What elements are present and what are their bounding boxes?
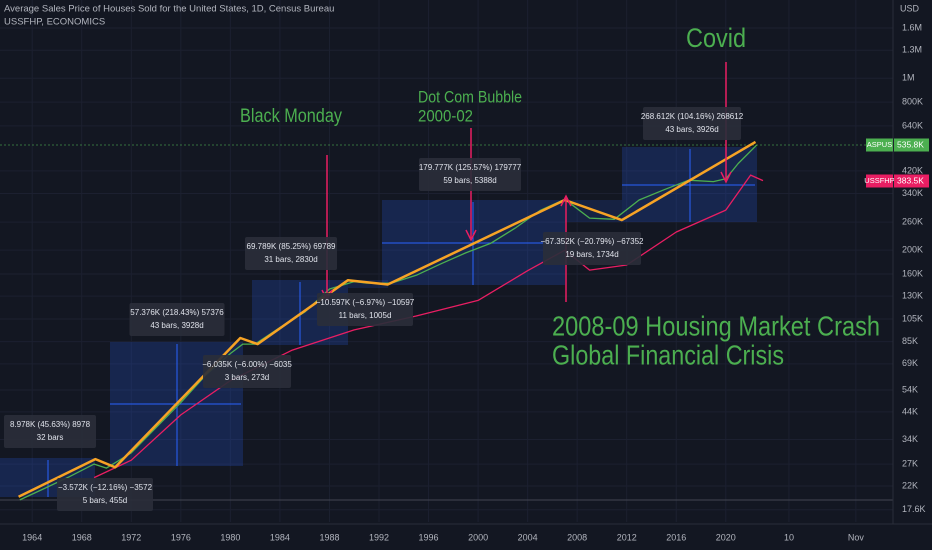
series-name-box [866,174,893,188]
measure-label-box [203,355,291,388]
measure-label-box [419,158,521,191]
x-tick-label: 2000 [468,532,488,542]
measure-label: −6.035K (−6.00%) −6035 [202,360,292,369]
y-axis-area [893,0,932,550]
x-tick-label: 1976 [171,532,191,542]
series-name: ASPUS [867,140,892,149]
measure-label-box [4,415,96,448]
measure-label: 32 bars [37,433,64,442]
series-line [93,174,764,479]
y-tick-label: 105K [902,313,923,323]
x-tick-label: 1996 [419,532,439,542]
y-tick-label: 34K [902,434,918,444]
y-tick-label: 130K [902,291,923,301]
annotation: 2008-09 Housing Market Crash [552,310,880,341]
measure-label-box [643,107,741,140]
y-tick-label: 1M [902,73,915,83]
annotation: Dot Com Bubble [418,87,522,106]
x-tick-label: 1992 [369,532,389,542]
measure-label: 43 bars, 3928d [150,321,203,330]
chart-title: Average Sales Price of Houses Sold for t… [4,4,334,15]
y-tick-label: 69K [902,358,918,368]
axes: 17.6K 22K 27K 34K 44K 54K 69K 85K 105K 130K 160K 20… [22,22,929,542]
measure-label-box [543,232,641,265]
measure-label: 179.777K (125.57%) 179777 [419,163,522,172]
y-tick-label: 1.6M [902,22,922,32]
x-tick-label: 1968 [72,532,92,542]
measure-label: −3.572K (−12.16%) −3572 [58,483,153,492]
measure-label: −10.597K (−6.97%) −10597 [316,298,415,307]
measure-label: 8.978K (45.63%) 8978 [10,420,91,429]
series-line [18,140,757,498]
x-tick-label: 1980 [220,532,240,542]
last-price: 535.8K [897,139,924,149]
measure-label: 3 bars, 273d [225,373,269,382]
last-price: 383.5K [897,175,924,185]
y-tick-label: 340K [902,188,923,198]
x-tick-label: 1988 [319,532,339,542]
x-tick-label: Nov [848,532,865,542]
arrow-head [720,171,732,184]
y-tick-label: 44K [902,406,918,416]
x-tick-label: 1972 [121,532,141,542]
chart-subtitle: USSFHP, ECONOMICS [4,17,105,28]
y-tick-label: 200K [902,245,923,255]
y-axis-unit: USD [900,3,920,13]
measure-label-box [245,237,337,270]
measure-label: 31 bars, 2830d [264,255,317,264]
x-tick-label: 1964 [22,532,42,542]
y-tick-label: 54K [902,384,918,394]
y-tick-label: 1.3M [902,45,922,55]
arrow-head [560,194,572,207]
annotation: Black Monday [240,106,342,127]
x-tick-label: 2020 [716,532,736,542]
y-tick-label: 17.6K [902,504,926,514]
series-name-box [866,138,893,152]
x-tick-label: 2008 [567,532,587,542]
y-tick-label: 27K [902,458,918,468]
x-tick-label: 10 [784,532,794,542]
annotation: Global Financial Crisis [552,339,784,370]
y-tick-label: 260K [902,217,923,227]
measure-area [348,280,388,288]
measure-label: 5 bars, 455d [83,496,127,505]
measure-label-box [57,478,153,511]
y-tick-label: 800K [902,96,923,106]
annotation: 2000-02 [418,106,473,125]
y-tick-label: 22K [902,480,918,490]
measure-label: −67.352K (−20.79%) −67352 [541,237,645,246]
y-tick-label: 85K [902,336,918,346]
arrow-head [465,229,477,242]
y-tick-label: 640K [902,120,923,130]
y-tick-label: 160K [902,268,923,278]
measure-label: 57.376K (218.43%) 57376 [130,308,224,317]
series-lines [18,140,764,501]
measure-label: 59 bars, 5388d [443,176,496,185]
annotation: Covid [686,23,746,53]
last-price-box [894,174,929,188]
x-tick-label: 2012 [617,532,637,542]
x-tick-label: 1984 [270,532,290,542]
measure-label: 69.789K (85.25%) 69789 [247,242,337,251]
measure-labels: 8.978K (45.63%) 8978 32 bars −3.572K (−12.… [4,107,744,511]
measure-label: 268.612K (104.16%) 268612 [641,112,744,121]
measure-label: 19 bars, 1734d [565,250,618,259]
measure-label: 43 bars, 3926d [665,125,718,134]
measure-label-box [317,293,413,326]
x-tick-label: 2004 [518,532,538,542]
series-name: USSFHP [864,176,894,185]
y-tick-label: 420K [902,165,923,175]
measure-label: 11 bars, 1005d [339,311,392,320]
measure-label-box [129,303,225,336]
last-price-box [894,138,929,152]
x-tick-label: 2016 [666,532,686,542]
